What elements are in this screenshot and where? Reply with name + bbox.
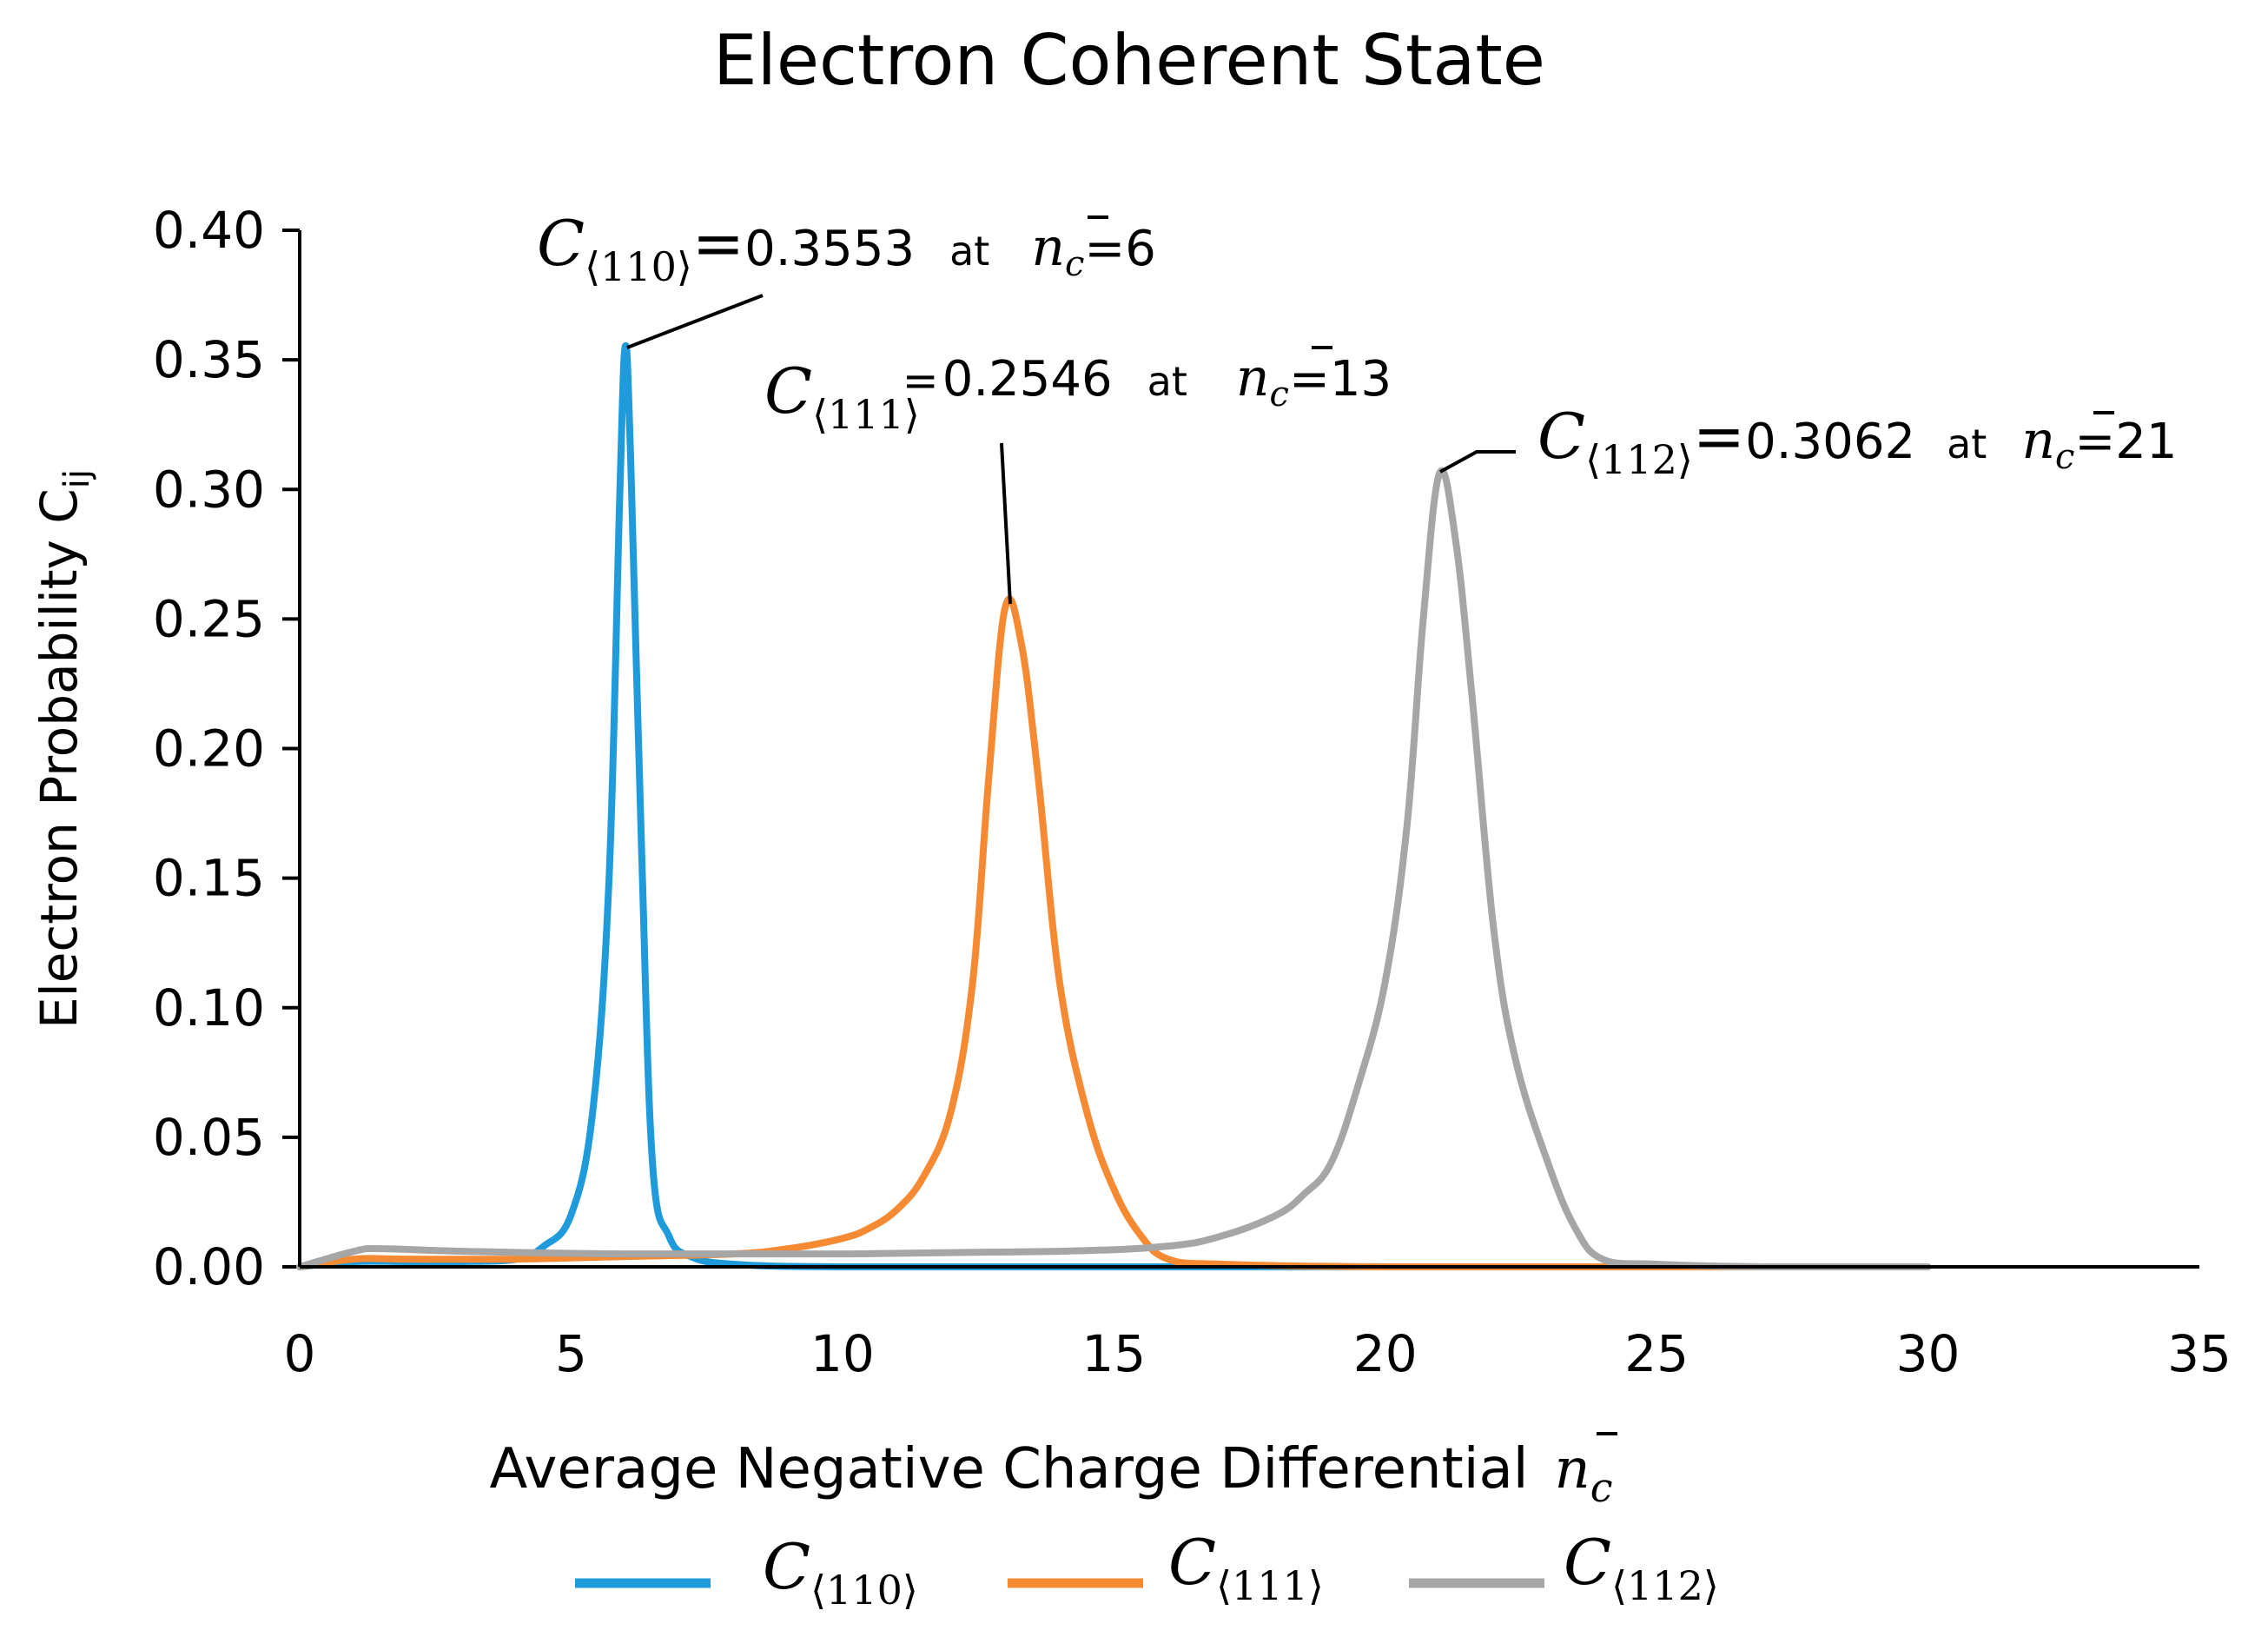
- annotation-110-n-sub: c: [1065, 244, 1084, 284]
- y-axis-label: Electron Probability Cij: [30, 469, 97, 1029]
- series-line-112: [296, 467, 1932, 1271]
- annotation-111-symbol: C: [764, 355, 812, 427]
- annotation-110: C⟨110⟩=0.3553 at nc=6: [537, 207, 1156, 349]
- y-tick-label: 0.35: [153, 330, 265, 389]
- x-tick-label: 10: [810, 1324, 875, 1383]
- series-line-111: [296, 595, 1932, 1271]
- annotation-110-symbol: C: [537, 207, 585, 280]
- annotation-112-value: 0.3062: [1745, 414, 1915, 470]
- annotation-112-sub: ⟨112⟩: [1585, 436, 1693, 483]
- x-tick-label: 15: [1081, 1324, 1146, 1383]
- annotation-112: C⟨112⟩=0.3062 at nc=21: [1439, 400, 2178, 483]
- annotation-110-n-value: =6: [1084, 221, 1156, 277]
- annotation-112-eq: =: [1693, 400, 1745, 473]
- chart-title: Electron Coherent State: [713, 20, 1545, 101]
- legend-label-110: C⟨110⟩: [763, 1530, 918, 1614]
- y-tick-label: 0.40: [153, 201, 265, 260]
- series-lines: [296, 341, 1932, 1271]
- annotation-112-n-value: =21: [2074, 414, 2177, 470]
- x-tick-label: 0: [284, 1324, 316, 1383]
- annotation-110-leader: [626, 294, 764, 349]
- legend-110-symbol: C: [763, 1530, 810, 1603]
- annotation-111-n: n: [1236, 348, 1270, 408]
- x-tick-label: 5: [555, 1324, 587, 1383]
- annotation-112-leader: [1439, 450, 1516, 474]
- annotation-111-leader: [1000, 442, 1012, 605]
- y-axis-label-main: Electron Probability C: [30, 488, 89, 1029]
- annotation-111-value: 0.2546: [942, 351, 1113, 408]
- legend-110-sub: ⟨110⟩: [810, 1567, 918, 1614]
- x-ticks: 0 5 10 15 20 25 30 35: [284, 1324, 2232, 1383]
- y-tick-label: 0.20: [153, 719, 265, 779]
- x-axis-label-symbol-sub: c: [1590, 1464, 1613, 1511]
- annotation-110-label: C⟨110⟩=0.3553 at nc=6: [537, 207, 1156, 290]
- x-tick-label: 35: [2167, 1324, 2232, 1383]
- y-ticks: 0.00 0.05 0.10 0.15 0.20 0.25 0.30 0.35 0.40: [153, 201, 300, 1296]
- annotation-112-n: n: [2021, 410, 2055, 471]
- annotation-112-label: C⟨112⟩=0.3062 at nc=21: [1537, 400, 2178, 483]
- annotation-110-eq: =: [692, 207, 744, 280]
- y-tick-label: 0.00: [153, 1237, 265, 1296]
- annotation-112-symbol: C: [1537, 400, 1585, 473]
- x-axis-label-main: Average Negative Charge Differential: [490, 1437, 1529, 1501]
- annotation-112-n-sub: c: [2055, 437, 2074, 477]
- annotation-112-at: at: [1947, 421, 1987, 467]
- y-tick-label: 0.30: [153, 460, 265, 519]
- legend: C⟨110⟩ C⟨111⟩ C⟨112⟩: [575, 1526, 1719, 1614]
- legend-112-sub: ⟨112⟩: [1611, 1562, 1719, 1609]
- x-tick-label: 25: [1624, 1324, 1689, 1383]
- legend-111-sub: ⟨111⟩: [1216, 1562, 1324, 1609]
- annotation-111-n-value: =13: [1289, 351, 1392, 408]
- legend-label-111: C⟨111⟩: [1168, 1526, 1324, 1609]
- annotation-111-label: C⟨111⟩=0.2546 at nc=13: [764, 348, 1392, 438]
- annotation-110-at: at: [949, 228, 989, 275]
- annotation-110-sub: ⟨110⟩: [585, 243, 692, 290]
- annotation-111-n-sub: c: [1270, 374, 1289, 414]
- y-axis-label-sub: ij: [57, 469, 97, 488]
- y-tick-label: 0.15: [153, 849, 265, 908]
- annotation-111-sub: ⟨111⟩: [812, 391, 920, 438]
- annotation-111-eq: =: [903, 355, 939, 406]
- x-axis-label-symbol: n: [1554, 1437, 1590, 1501]
- x-axis-label: Average Negative Charge Differential nc: [490, 1437, 1613, 1511]
- y-tick-label: 0.05: [153, 1108, 265, 1167]
- y-tick-label: 0.25: [153, 589, 265, 648]
- y-tick-label: 0.10: [153, 978, 265, 1037]
- annotation-110-n: n: [1031, 217, 1065, 278]
- annotation-111: C⟨111⟩=0.2546 at nc=13: [764, 346, 1392, 605]
- series-line-110: [296, 341, 1932, 1271]
- annotation-110-value: 0.3553: [744, 221, 915, 277]
- legend-111-symbol: C: [1168, 1526, 1216, 1599]
- annotation-111-at: at: [1147, 358, 1187, 405]
- x-tick-label: 30: [1896, 1324, 1961, 1383]
- legend-112-symbol: C: [1564, 1526, 1611, 1599]
- legend-label-112: C⟨112⟩: [1564, 1526, 1719, 1609]
- x-tick-label: 20: [1353, 1324, 1418, 1383]
